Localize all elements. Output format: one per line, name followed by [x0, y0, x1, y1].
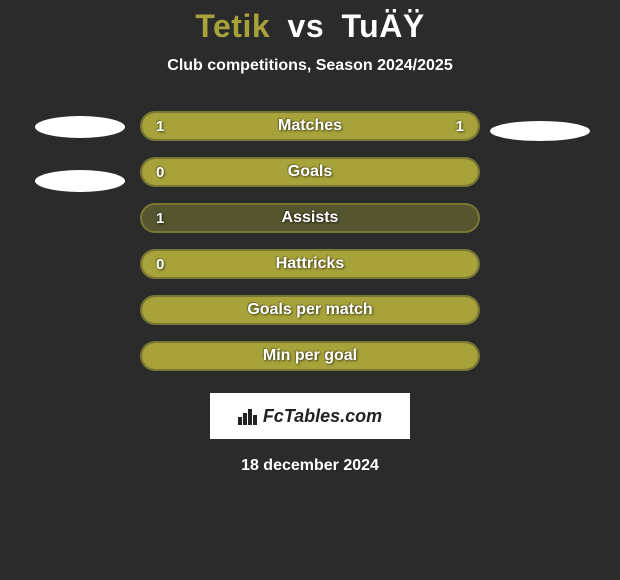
subtitle: Club competitions, Season 2024/2025 [167, 57, 452, 75]
stats-bars: 11Matches 0Goals 1Assists 0Hattricks Goals p… [140, 111, 480, 387]
page-title: Tetik vs TuÄŸ [195, 8, 424, 45]
comparison-area: 11Matches 0Goals 1Assists 0Hattricks Goals p… [0, 111, 620, 387]
stat-label: Matches [142, 113, 478, 139]
stat-label: Min per goal [142, 343, 478, 369]
player1-badge [35, 116, 125, 138]
stat-row: 1Assists [140, 203, 480, 233]
date-text: 18 december 2024 [241, 457, 379, 475]
brand-box: FcTables.com [210, 393, 410, 439]
player2-badge [490, 121, 590, 141]
brand-label: FcTables.com [263, 406, 382, 427]
vs-text: vs [288, 8, 325, 44]
player2-name: TuÄŸ [342, 8, 425, 44]
player2-badges [480, 111, 600, 141]
brand-text: FcTables.com [238, 406, 382, 427]
stat-row: Min per goal [140, 341, 480, 371]
player1-name: Tetik [195, 8, 270, 44]
stat-row: 11Matches [140, 111, 480, 141]
root: Tetik vs TuÄŸ Club competitions, Season … [0, 0, 620, 580]
stat-row: Goals per match [140, 295, 480, 325]
stat-row: 0Goals [140, 157, 480, 187]
player1-badges [20, 111, 140, 192]
brand-bars-icon [238, 407, 258, 425]
stat-row: 0Hattricks [140, 249, 480, 279]
stat-label: Hattricks [142, 251, 478, 277]
player1-badge [35, 170, 125, 192]
stat-label: Goals per match [142, 297, 478, 323]
stat-label: Assists [142, 205, 478, 231]
stat-label: Goals [142, 159, 478, 185]
